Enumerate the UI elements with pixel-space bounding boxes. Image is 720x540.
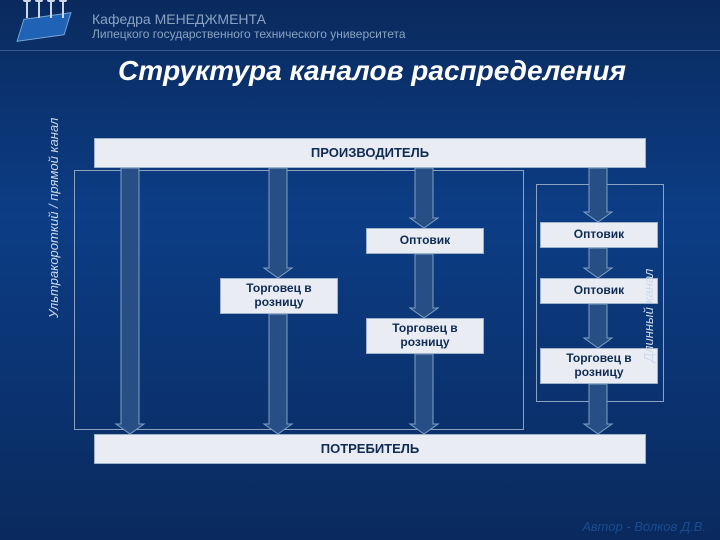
slide-title: Структура каналов распределения	[118, 55, 720, 87]
logo-icon	[14, 6, 80, 46]
right-channel-label: Длинный канал	[641, 269, 656, 362]
producer-box: ПРОИЗВОДИТЕЛЬ	[94, 138, 646, 168]
wholesaler-box: Оптовик	[540, 222, 658, 248]
wholesaler-box: Оптовик	[366, 228, 484, 254]
header-text: Кафедра МЕНЕДЖМЕНТА Липецкого государств…	[92, 11, 406, 41]
retailer-box: Торговец в розницу	[366, 318, 484, 354]
university-label: Липецкого государственного технического …	[92, 27, 406, 41]
author-label: Автор - Волков Д.В.	[582, 519, 706, 534]
retailer-box: Торговец в розницу	[220, 278, 338, 314]
consumer-box: ПОТРЕБИТЕЛЬ	[94, 434, 646, 464]
diagram-stage: ПРОИЗВОДИТЕЛЬ ПОТРЕБИТЕЛЬ Торговец в роз…	[60, 118, 680, 500]
header-divider	[0, 50, 720, 51]
left-channel-label: Ультракороткий / прямой канал	[46, 118, 61, 318]
slide-header: Кафедра МЕНЕДЖМЕНТА Липецкого государств…	[0, 0, 720, 48]
department-label: Кафедра МЕНЕДЖМЕНТА	[92, 11, 406, 27]
